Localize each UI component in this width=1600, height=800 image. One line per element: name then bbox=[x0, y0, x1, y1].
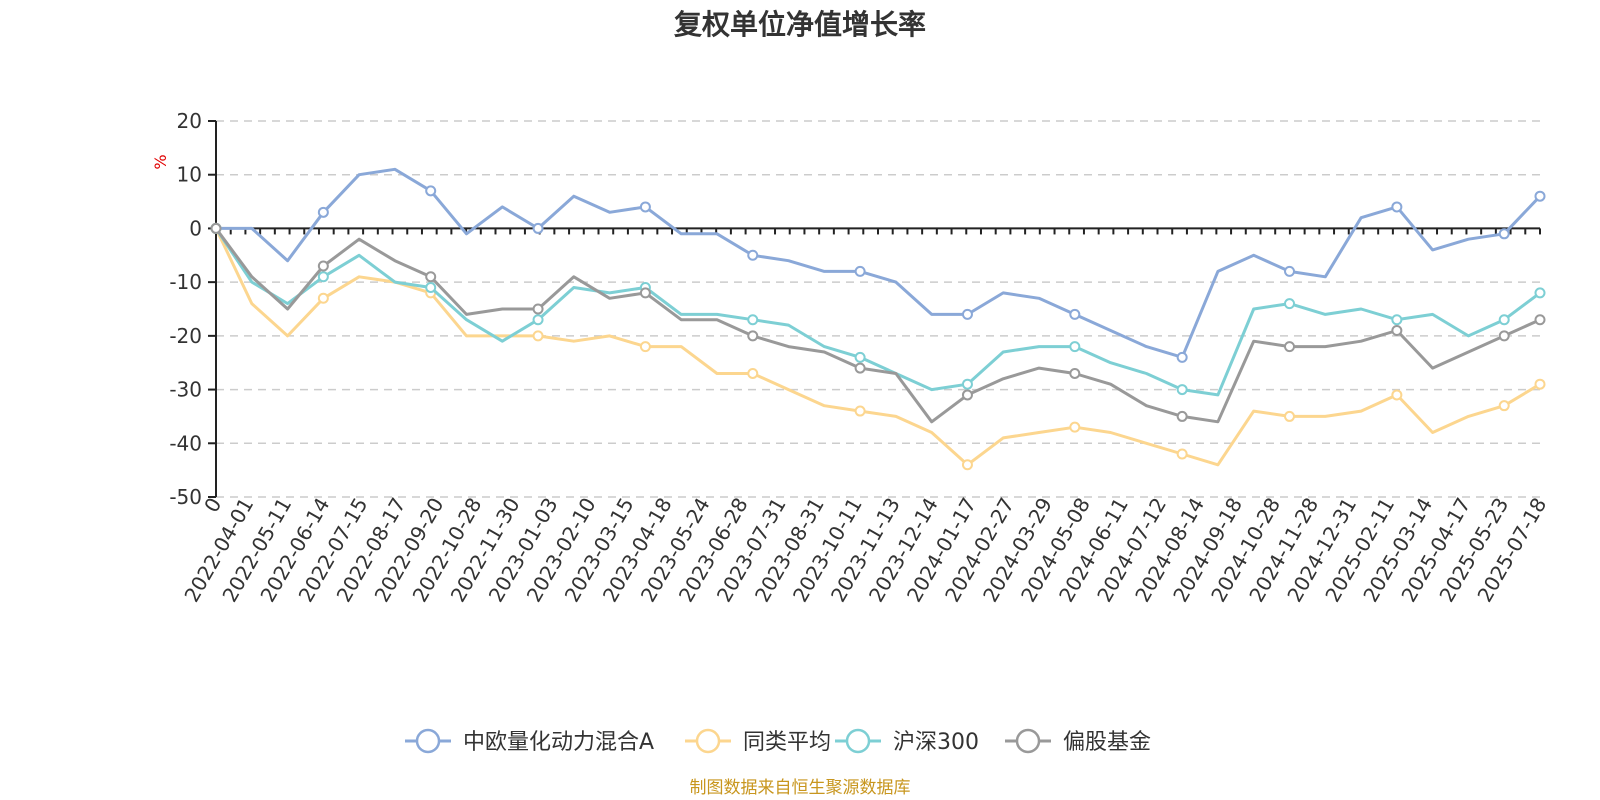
data-point bbox=[1534, 190, 1546, 202]
data-point bbox=[1534, 287, 1546, 299]
data-point bbox=[961, 389, 973, 401]
data-point bbox=[639, 341, 651, 353]
data-point bbox=[747, 249, 759, 261]
data-point bbox=[1069, 367, 1081, 379]
legend-marker bbox=[415, 728, 441, 754]
data-point bbox=[1391, 201, 1403, 213]
data-point bbox=[532, 222, 544, 234]
data-point bbox=[747, 314, 759, 326]
data-point bbox=[1391, 389, 1403, 401]
data-point bbox=[854, 362, 866, 374]
series-3 bbox=[210, 222, 1546, 424]
data-point bbox=[1069, 421, 1081, 433]
series-0 bbox=[210, 167, 1546, 363]
series-line bbox=[214, 227, 1541, 467]
data-point bbox=[1498, 330, 1510, 342]
legend-marker bbox=[695, 728, 721, 754]
series-line bbox=[216, 167, 1542, 359]
data-point bbox=[747, 367, 759, 379]
data-point bbox=[1176, 351, 1188, 363]
legend-label: 中欧量化动力混合A bbox=[463, 730, 654, 755]
data-point bbox=[961, 459, 973, 471]
y-tick-label: -50 bbox=[169, 485, 202, 509]
data-point bbox=[425, 271, 437, 283]
data-point bbox=[317, 206, 329, 218]
data-point bbox=[961, 308, 973, 320]
chart-title: 复权单位净值增长率 bbox=[674, 8, 926, 41]
data-point bbox=[1498, 400, 1510, 412]
data-point bbox=[1176, 448, 1188, 460]
data-point bbox=[1284, 265, 1296, 277]
data-point bbox=[425, 185, 437, 197]
series-line bbox=[214, 227, 1541, 397]
legend-item[interactable]: 同类平均 bbox=[685, 728, 831, 755]
series-2 bbox=[210, 222, 1546, 397]
data-point bbox=[1069, 341, 1081, 353]
y-tick-label: -40 bbox=[169, 431, 202, 455]
data-point bbox=[1284, 298, 1296, 310]
y-axis-ticks: 20 10 0 -10 -20 -30 -40 -50 bbox=[169, 109, 216, 509]
legend-marker bbox=[1015, 728, 1041, 754]
legend[interactable]: 中欧量化动力混合A 同类平均 沪深300 偏股基金 bbox=[405, 728, 1151, 755]
data-point bbox=[854, 265, 866, 277]
series-lines bbox=[210, 167, 1546, 471]
data-point bbox=[1176, 410, 1188, 422]
x-axis-ticks: 02022-04-012022-05-112022-06-142022-07-1… bbox=[179, 494, 1551, 607]
data-point bbox=[1069, 308, 1081, 320]
y-tick-label: -20 bbox=[169, 324, 202, 348]
data-point bbox=[317, 271, 329, 283]
legend-label: 同类平均 bbox=[743, 730, 831, 755]
data-point bbox=[961, 378, 973, 390]
series-line bbox=[214, 227, 1541, 424]
data-point bbox=[532, 330, 544, 342]
legend-label: 偏股基金 bbox=[1063, 730, 1151, 755]
y-axis-unit: % bbox=[151, 154, 170, 169]
y-tick-label: 0 bbox=[189, 216, 202, 240]
data-point bbox=[425, 282, 437, 294]
data-point bbox=[317, 260, 329, 272]
legend-label: 沪深300 bbox=[893, 730, 979, 755]
data-point bbox=[747, 330, 759, 342]
data-point bbox=[854, 351, 866, 363]
data-point bbox=[639, 201, 651, 213]
data-point bbox=[1391, 314, 1403, 326]
source-note: 制图数据来自恒生聚源数据库 bbox=[690, 778, 911, 798]
series-1 bbox=[210, 222, 1546, 471]
data-point bbox=[210, 222, 222, 234]
y-tick-label: 20 bbox=[177, 109, 202, 133]
data-point bbox=[1534, 378, 1546, 390]
legend-item[interactable]: 中欧量化动力混合A bbox=[405, 728, 654, 755]
data-point bbox=[532, 314, 544, 326]
y-tick-label: -10 bbox=[169, 270, 202, 294]
data-point bbox=[1498, 228, 1510, 240]
data-point bbox=[1391, 324, 1403, 336]
grid-lines bbox=[216, 120, 1540, 498]
y-tick-label: 10 bbox=[177, 163, 202, 187]
data-point bbox=[532, 303, 544, 315]
legend-item[interactable]: 偏股基金 bbox=[1005, 728, 1151, 755]
legend-item[interactable]: 沪深300 bbox=[835, 728, 979, 755]
data-point bbox=[639, 287, 651, 299]
data-point bbox=[1176, 384, 1188, 396]
axes bbox=[215, 121, 1541, 497]
data-point bbox=[1498, 314, 1510, 326]
legend-marker bbox=[845, 728, 871, 754]
data-point bbox=[317, 292, 329, 304]
data-point bbox=[1284, 410, 1296, 422]
data-point bbox=[1534, 314, 1546, 326]
y-tick-label: -30 bbox=[169, 378, 202, 402]
data-point bbox=[854, 405, 866, 417]
data-point bbox=[1284, 341, 1296, 353]
